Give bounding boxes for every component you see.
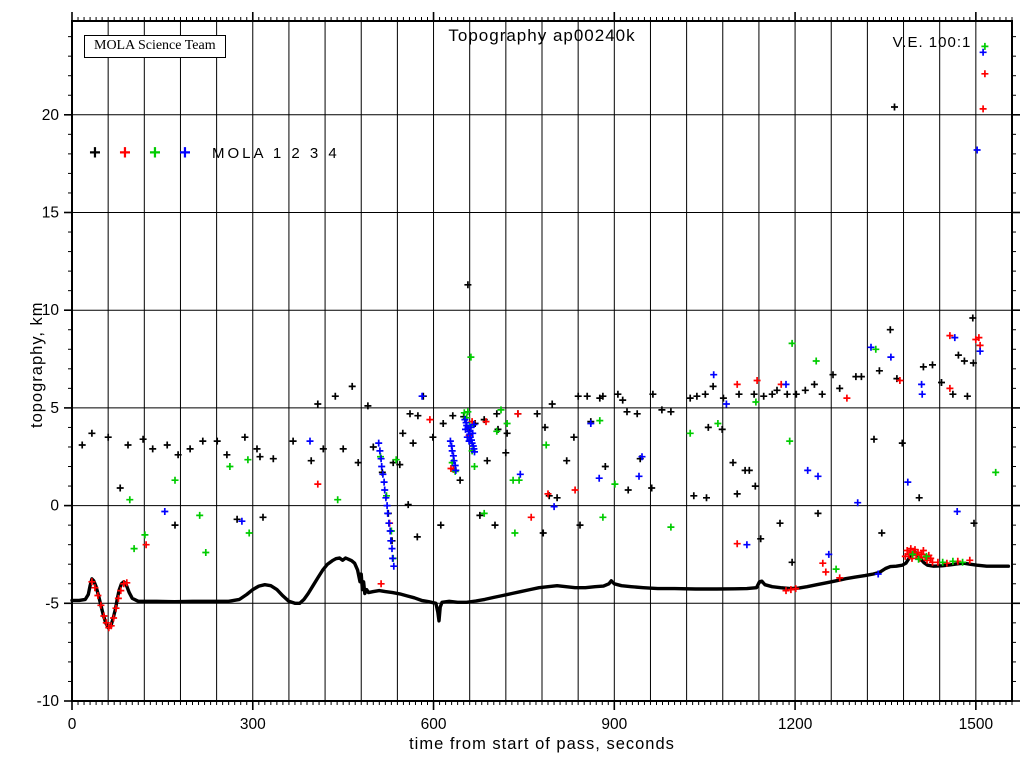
x-axis-title: time from start of pass, seconds	[409, 735, 675, 753]
mola1-plus-marker-icon: +	[89, 142, 101, 164]
plot-title: Topography ap00240k	[448, 26, 636, 45]
y-tick-label: -10	[37, 693, 60, 710]
x-tick-label: 0	[68, 716, 77, 733]
x-tick-label: 600	[421, 716, 447, 733]
x-tick-label: 900	[601, 716, 627, 733]
x-tick-label: 1500	[959, 716, 994, 733]
x-tick-label: 1200	[778, 716, 813, 733]
credit-box: MOLA Science Team	[84, 35, 226, 58]
legend: + + + + MOLA 1 2 3 4	[86, 142, 340, 164]
y-tick-label: 20	[42, 107, 60, 124]
y-tick-label: 10	[42, 302, 60, 319]
x-tick-label: 300	[240, 716, 266, 733]
y-axis-title: topography, km	[28, 301, 46, 428]
y-tick-label: -5	[45, 595, 59, 612]
legend-label: MOLA 1 2 3 4	[212, 144, 340, 162]
y-tick-label: 5	[50, 400, 59, 417]
vertical-exaggeration-label: V.E. 100:1	[892, 34, 972, 51]
mola2-plus-marker-icon: +	[119, 142, 131, 164]
mola4-plus-marker-icon: +	[179, 142, 191, 164]
y-tick-label: 15	[42, 204, 59, 221]
mola3-plus-marker-icon: +	[149, 142, 161, 164]
y-tick-label: 0	[50, 498, 59, 515]
